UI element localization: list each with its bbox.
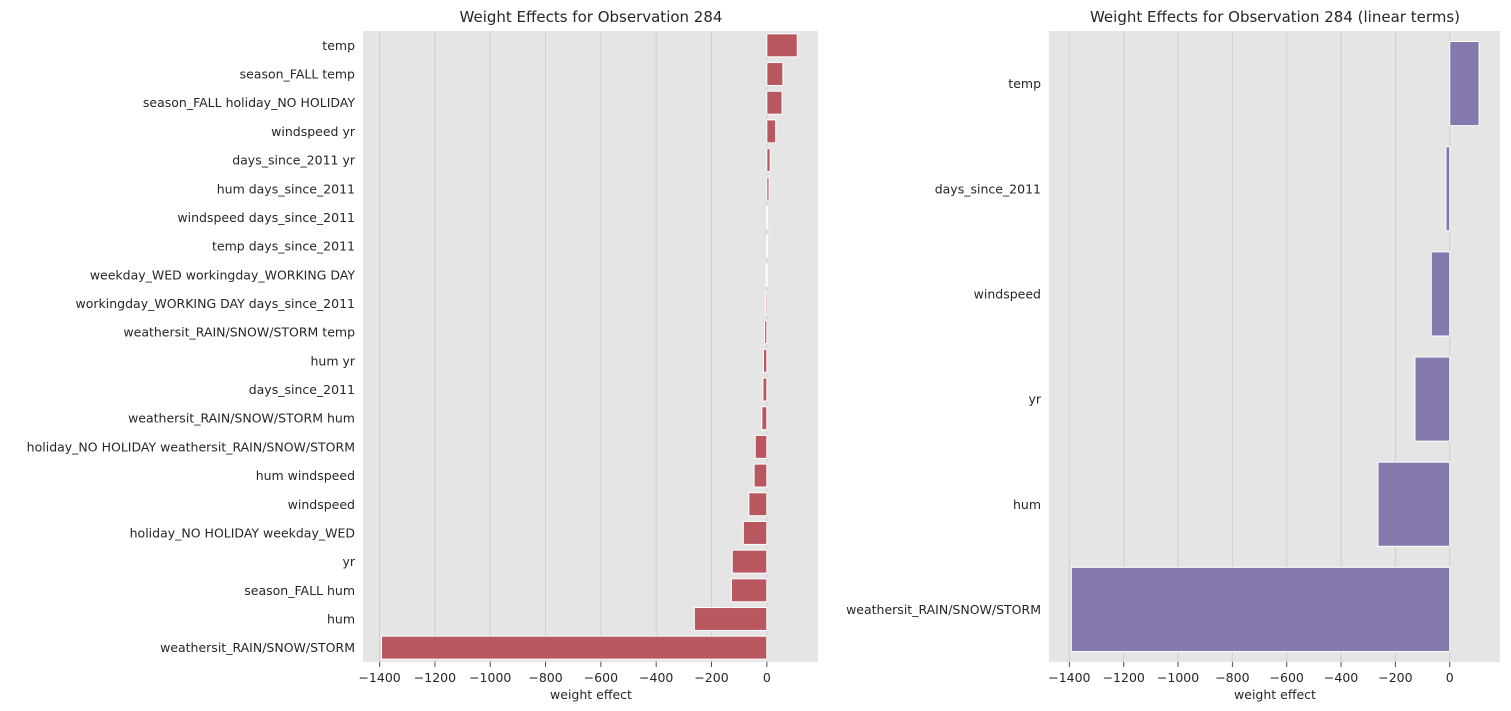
left-bar (381, 635, 768, 660)
right-x-ticks: −1400 −1200 −1000 −800 −600 −400 −200 0 (1048, 662, 1454, 685)
left-bar (763, 348, 768, 373)
left-bar-chart: Weight Effects for Observation 284 temp s… (27, 8, 818, 702)
left-bar (766, 119, 777, 144)
right-bar (1430, 251, 1451, 337)
left-category-label: season_FALL temp (240, 67, 355, 82)
right-category-label: temp (1008, 76, 1041, 91)
left-category-label: weathersit_RAIN/SNOW/STORM (160, 640, 355, 655)
left-category-label: temp days_since_2011 (212, 239, 355, 254)
left-category-label: hum (327, 611, 355, 626)
left-bar (764, 320, 768, 345)
left-category-label: hum yr (310, 353, 355, 368)
right-category-labels: temp days_since_2011 windspeed yr hum weather… (846, 76, 1042, 617)
left-bars (381, 33, 798, 660)
right-category-label: hum (1013, 497, 1041, 512)
left-bar (765, 262, 768, 287)
left-category-label: hum windspeed (256, 468, 355, 483)
right-x-tick-label: −600 (1270, 670, 1304, 685)
left-bar (754, 434, 768, 459)
right-bar-chart: Weight Effects for Observation 284 (line… (846, 8, 1500, 702)
right-bars (1070, 41, 1480, 652)
left-x-tick-label: −800 (528, 670, 562, 685)
left-x-tick-label: −1200 (414, 670, 456, 685)
left-x-tick-label: −1000 (469, 670, 511, 685)
left-category-label: yr (342, 554, 355, 569)
left-bar (766, 234, 769, 259)
left-bar (766, 205, 769, 230)
left-x-tick-label: −600 (584, 670, 618, 685)
left-x-ticks: −1400 −1200 −1000 −800 −600 −400 −200 0 (358, 662, 771, 685)
right-category-label: yr (1028, 392, 1041, 407)
right-bar (1070, 566, 1451, 652)
left-bar (766, 90, 783, 115)
right-x-tick-label: −800 (1215, 670, 1249, 685)
right-category-label: days_since_2011 (935, 181, 1041, 196)
left-category-label: holiday_NO HOLIDAY weekday_WED (130, 525, 355, 540)
left-bar (761, 406, 768, 431)
right-x-tick-label: −200 (1378, 670, 1412, 685)
left-bar (731, 549, 768, 574)
left-bar (748, 492, 768, 517)
left-category-label: holiday_NO HOLIDAY weathersit_RAIN/SNOW/… (27, 439, 355, 454)
right-grid (1068, 31, 1451, 662)
right-bar (1377, 461, 1451, 547)
right-chart-title: Weight Effects for Observation 284 (line… (1090, 8, 1460, 26)
left-category-label: season_FALL hum (244, 583, 355, 598)
right-x-tick-label: −400 (1324, 670, 1358, 685)
left-bar (766, 148, 771, 173)
left-category-label: weekday_WED workingday_WORKING DAY (90, 267, 356, 282)
left-bar (766, 176, 770, 201)
left-bar (764, 291, 768, 316)
left-x-tick-label: −200 (694, 670, 728, 685)
right-category-label: windspeed (974, 286, 1041, 301)
left-bar (762, 377, 768, 402)
left-category-label: days_since_2011 yr (232, 153, 356, 168)
right-bar (1414, 356, 1451, 442)
left-category-label: weathersit_RAIN/SNOW/STORM hum (128, 411, 355, 426)
right-x-tick-label: −1200 (1103, 670, 1145, 685)
left-chart-title: Weight Effects for Observation 284 (460, 8, 723, 26)
left-category-label: windspeed yr (271, 124, 356, 139)
right-bar (1445, 146, 1451, 232)
left-category-label: weathersit_RAIN/SNOW/STORM temp (123, 325, 355, 340)
left-category-label: workingday_WORKING DAY days_since_2011 (76, 296, 355, 311)
left-bar (766, 62, 784, 86)
left-x-tick-label: −1400 (358, 670, 400, 685)
right-x-axis-label: weight effect (1234, 687, 1316, 702)
left-category-label: temp (322, 38, 355, 53)
left-bar (730, 578, 768, 603)
left-category-label: windspeed days_since_2011 (177, 210, 355, 225)
left-bar (766, 33, 798, 58)
left-category-label: windspeed (288, 497, 355, 512)
left-x-tick-label: −400 (639, 670, 673, 685)
right-x-tick-label: −1000 (1157, 670, 1199, 685)
right-x-tick-label: 0 (1446, 670, 1454, 685)
right-bar (1449, 41, 1480, 127)
left-bar (693, 607, 768, 631)
left-x-axis-label: weight effect (550, 687, 632, 702)
left-x-tick-label: 0 (763, 670, 771, 685)
left-category-label: days_since_2011 (249, 382, 355, 397)
left-category-label: season_FALL holiday_NO HOLIDAY (143, 95, 355, 110)
left-category-labels: temp season_FALL temp season_FALL holiday_… (27, 38, 356, 655)
right-x-tick-label: −1400 (1048, 670, 1090, 685)
right-category-label: weathersit_RAIN/SNOW/STORM (846, 602, 1041, 617)
left-bar (742, 520, 768, 545)
left-bar (753, 463, 768, 488)
left-category-label: hum days_since_2011 (217, 181, 355, 196)
